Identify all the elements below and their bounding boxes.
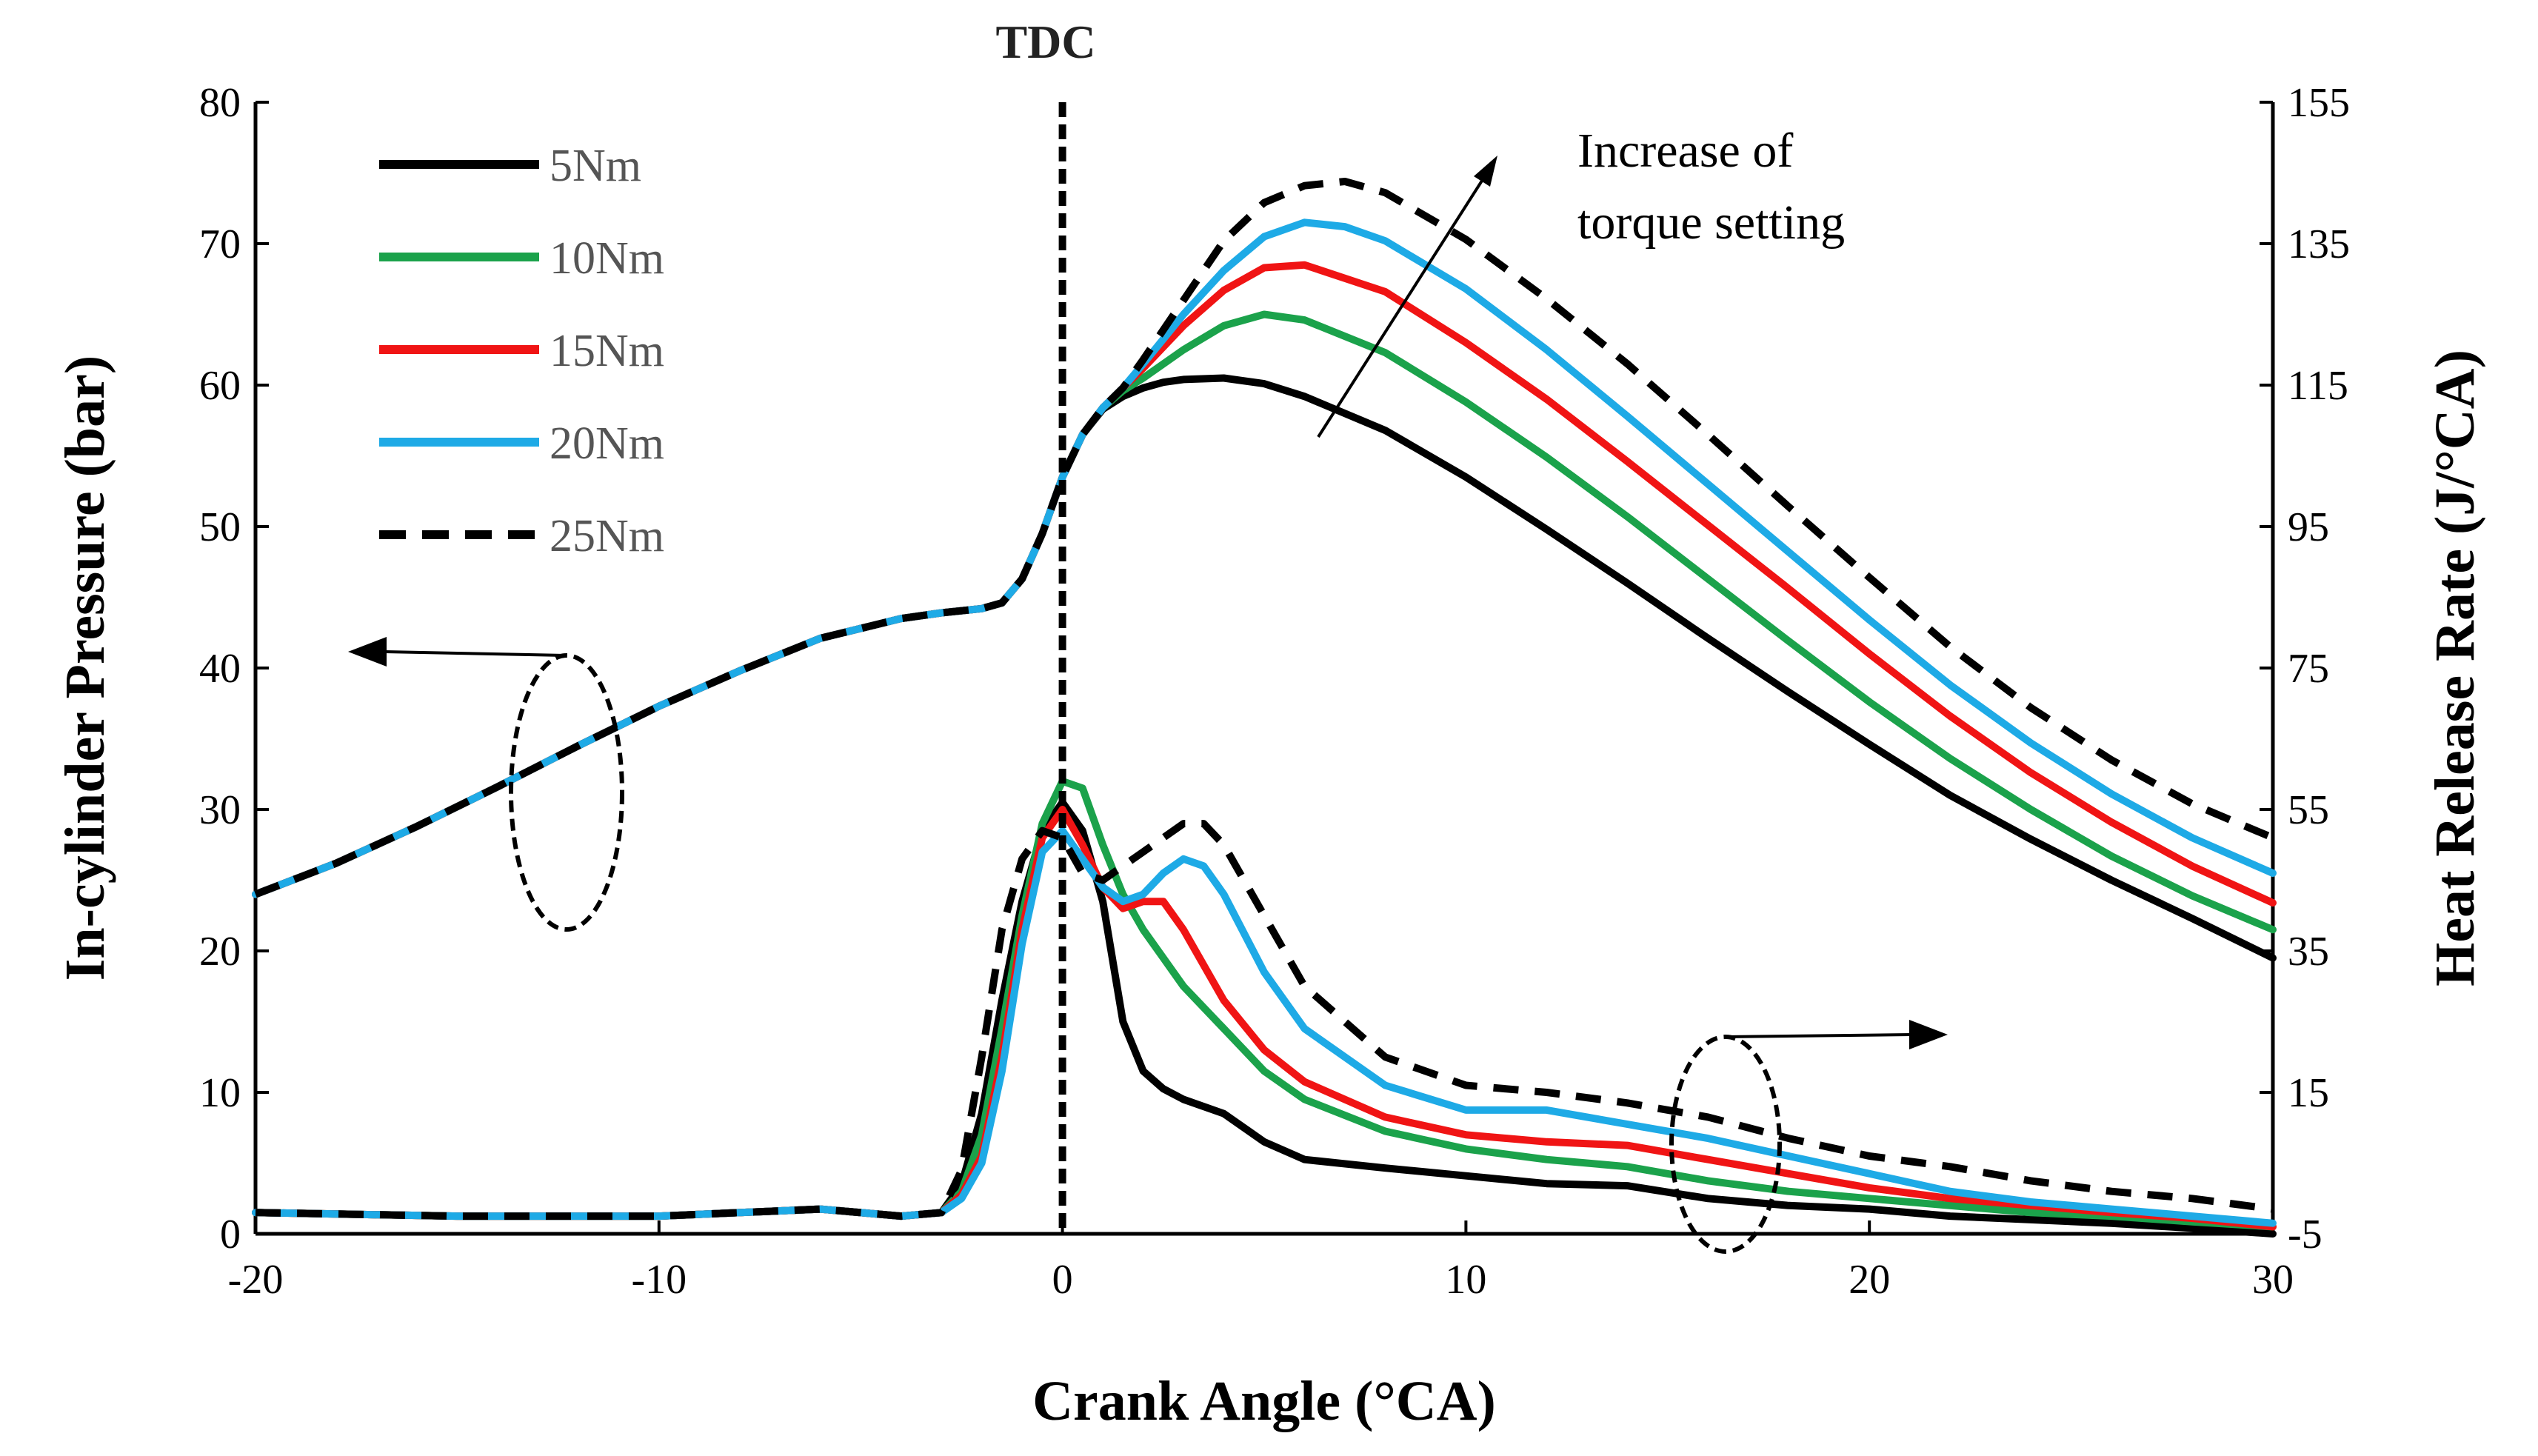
legend-label: 25Nm (550, 511, 664, 561)
pressure-arrow-head (348, 637, 387, 667)
legend: 5Nm 10Nm 15Nm 20Nm 25Nm (379, 141, 664, 561)
x-tick-label: 0 (1052, 1257, 1073, 1303)
pressure-line-25nm (254, 178, 2274, 898)
hrr-arrow (1725, 1033, 1911, 1038)
x-tick-label: 20 (1849, 1257, 1890, 1303)
legend-label: 10Nm (550, 233, 664, 284)
hrr-line-15nm (252, 806, 2277, 1231)
x-tick-label: 30 (2252, 1257, 2294, 1303)
x-tick-label: -20 (228, 1257, 284, 1303)
annotation-line-1: Increase of (1577, 124, 1793, 178)
y-tick-label: 10 (199, 1070, 241, 1116)
hrr-line-20nm (252, 826, 2277, 1227)
y2-tick-label: 135 (2288, 221, 2350, 267)
tdc-label: TDC (995, 16, 1095, 68)
annotation-line-2: torque setting (1577, 196, 1845, 250)
legend-label: 20Nm (550, 418, 664, 469)
y2-tick-label: -5 (2288, 1212, 2322, 1258)
y2-tick-label: 15 (2288, 1070, 2329, 1116)
y-tick-label: 40 (199, 646, 241, 692)
pressure-axis-indicator (348, 637, 624, 932)
pressure-ellipse (509, 653, 624, 932)
series-layer (252, 178, 2277, 1238)
pressure-line-10nm (252, 310, 2277, 934)
hrr-line-25nm (255, 820, 2274, 1220)
y2-axis-title: Heat Release Rate (J/°CA) (2424, 350, 2486, 986)
y-axis-title: In-cylinder Pressure (bar) (54, 355, 116, 981)
y-tick-label: 70 (199, 221, 241, 267)
y-tick-label: 0 (220, 1212, 241, 1258)
ticks: -20 -10 0 10 20 30 0 10 20 30 40 50 60 70 80 -5 15 35 55 75… (199, 80, 2350, 1303)
y2-tick-label: 155 (2288, 80, 2350, 126)
y2-tick-label: 55 (2288, 787, 2329, 833)
y-tick-label: 20 (199, 929, 241, 975)
hrr-line-10nm (252, 777, 2277, 1231)
y-tick-label: 30 (199, 787, 241, 833)
hrr-arrow-head (1909, 1020, 1948, 1049)
y2-tick-label: 35 (2288, 929, 2329, 975)
hrr-line-5nm (252, 798, 2277, 1238)
torque-annotation: Increase of torque setting (1317, 124, 1845, 438)
legend-label: 5Nm (550, 141, 641, 191)
x-axis-title: Crank Angle (°CA) (1032, 1370, 1496, 1432)
y2-tick-label: 95 (2288, 504, 2329, 550)
y-tick-label: 60 (199, 363, 241, 409)
torque-arrow (1317, 169, 1490, 438)
y-tick-label: 50 (199, 504, 241, 550)
legend-label: 15Nm (550, 326, 664, 376)
torque-arrow-head (1474, 156, 1497, 187)
pressure-arrow (384, 650, 567, 657)
y2-tick-label: 115 (2288, 363, 2348, 409)
x-tick-label: -10 (631, 1257, 687, 1303)
x-tick-label: 10 (1445, 1257, 1486, 1303)
y-tick-label: 80 (199, 80, 241, 126)
y2-tick-label: 75 (2288, 646, 2329, 692)
hrr-axis-indicator (1669, 1020, 1948, 1254)
